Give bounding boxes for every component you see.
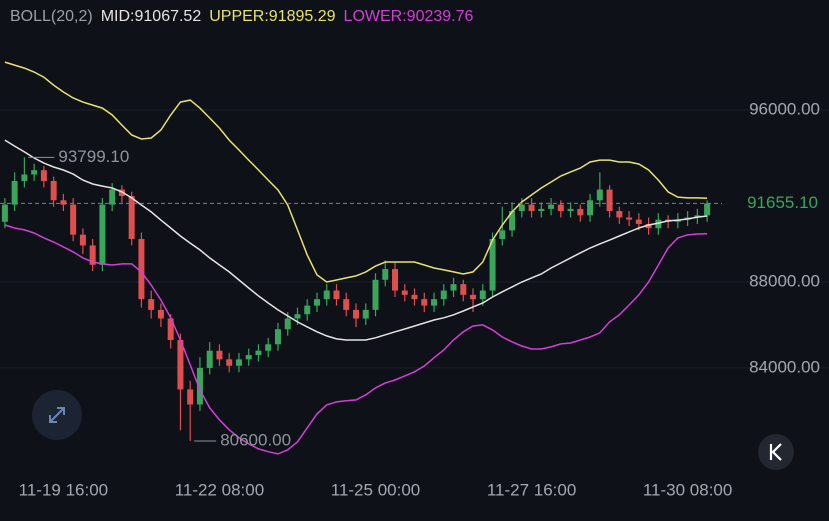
x-tick-label: 11-22 08:00 (175, 480, 264, 499)
candle-body (333, 290, 340, 300)
candle-body (167, 318, 174, 340)
candle-body (411, 294, 418, 300)
candle-body (11, 180, 18, 205)
candle-body (479, 290, 486, 300)
candle-body (704, 203, 711, 216)
candle-body (216, 350, 223, 360)
plot (0, 61, 829, 455)
candle-body (401, 290, 408, 295)
candle-body (99, 204, 106, 265)
y-tick-label: 84000.00 (749, 357, 820, 376)
candle-body (353, 309, 359, 319)
k-button[interactable] (758, 434, 794, 470)
legend-entry: UPPER:91895.29 (209, 8, 336, 25)
candle-body (323, 290, 330, 300)
candle-body (313, 299, 320, 306)
candle-body (518, 204, 525, 212)
band-line (4, 61, 708, 283)
candle-body (606, 189, 613, 212)
candle-body (655, 219, 662, 229)
candle-body (460, 284, 467, 295)
indicator-name: BOLL(20,2) (10, 8, 93, 25)
indicator-legend: BOLL(20,2) MID:91067.52 UPPER:91895.29 LOW… (10, 8, 473, 26)
candle-body (40, 170, 47, 181)
candle-body (187, 389, 194, 405)
candle-body (138, 238, 145, 300)
last-price-box (722, 190, 826, 217)
candle-body (235, 359, 242, 366)
candle-body (79, 234, 86, 246)
candle-body (382, 269, 389, 280)
candle-body (450, 284, 457, 291)
candle-body (274, 329, 281, 345)
band-line (4, 224, 708, 455)
x-tick-label: 11-19 16:00 (19, 480, 108, 499)
candles (1, 157, 711, 441)
candle-body (89, 245, 96, 265)
candle-body (645, 223, 652, 229)
y-tick-label: 88000.00 (749, 271, 820, 290)
candle-body (70, 204, 77, 235)
x-tick-label: 11-30 08:00 (643, 480, 732, 499)
last-price-label: 91655.10 (747, 193, 818, 212)
candle-body (567, 208, 574, 212)
candle-body (548, 204, 555, 209)
candle-body (284, 318, 291, 330)
legend-entry: MID:91067.52 (100, 8, 202, 25)
candle-body (635, 219, 642, 224)
candle-body (489, 238, 496, 291)
candle-body (206, 350, 213, 368)
candle-body (372, 279, 379, 310)
candle-body (128, 195, 135, 239)
candle-body (177, 339, 184, 390)
legend-entry: LOWER:90239.76 (343, 8, 474, 25)
band-line (4, 139, 708, 341)
candle-body (577, 208, 584, 216)
candle-body (21, 174, 28, 181)
candle-body (50, 180, 57, 201)
candle-body (196, 367, 203, 405)
candle-body (226, 359, 233, 366)
candle-body (616, 211, 623, 218)
min-label: 80600.00 (220, 430, 291, 449)
x-tick-label: 11-25 00:00 (331, 480, 420, 499)
candle-body (304, 305, 311, 315)
candle-body (245, 355, 252, 360)
candle-body (470, 294, 477, 300)
candle-body (499, 230, 506, 239)
candle-body (557, 204, 564, 212)
expand-button[interactable] (32, 390, 82, 440)
candle-body (538, 208, 545, 212)
candle-body (148, 299, 155, 310)
candle-body (440, 290, 447, 300)
candle-body (392, 269, 399, 291)
candle-body (157, 309, 164, 319)
candle-body (343, 299, 350, 310)
candle-body (431, 299, 438, 306)
candle-body (626, 217, 633, 220)
candle-body (60, 200, 67, 205)
candle-body (31, 170, 38, 175)
candle-body (255, 350, 262, 356)
max-label: 93799.10 (58, 147, 129, 166)
candle-body (1, 204, 8, 222)
candle-body (109, 189, 116, 205)
candle-body (265, 344, 272, 351)
candle-body (421, 299, 428, 306)
candle-body (509, 211, 516, 231)
candle-body (596, 189, 603, 201)
candle-body (294, 314, 301, 319)
candle-body (528, 204, 535, 212)
y-tick-label: 96000.00 (749, 100, 820, 119)
candle-body (587, 200, 594, 216)
x-tick-label: 11-27 16:00 (487, 480, 576, 499)
candle-body (362, 309, 369, 319)
